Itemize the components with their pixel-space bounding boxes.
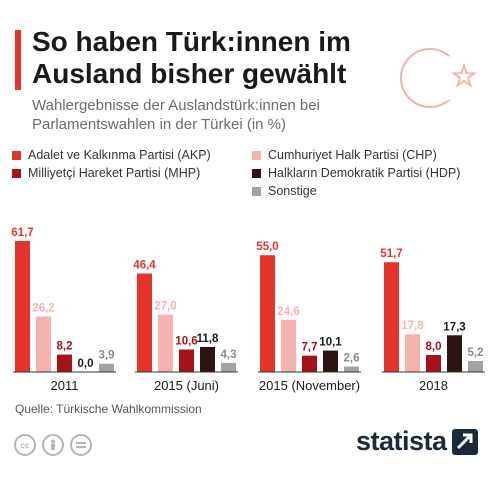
noderivs-icon[interactable]	[70, 434, 92, 456]
bar-akp	[384, 262, 399, 372]
bar-mhp	[302, 355, 317, 372]
bar-hdp	[323, 350, 338, 372]
bar-chp	[281, 319, 296, 372]
chart-legend: Adalet ve Kalkınma Partisi (AKP) Cumhuriy…	[12, 148, 492, 208]
data-label-akp: 46,4	[133, 259, 156, 271]
category-label: 2015 (November)	[259, 378, 360, 393]
chart-subtitle: Wahlergebnisse der Auslandstürk:innen be…	[32, 97, 320, 133]
chart-title: So haben Türk:innen im Ausland bisher ge…	[32, 26, 351, 89]
bar-hdp	[447, 335, 462, 372]
brand-name: statista	[356, 426, 447, 456]
bar-sonstige	[221, 362, 236, 372]
bar-akp	[137, 273, 152, 372]
legend-item-akp: Adalet ve Kalkınma Partisi (AKP)	[12, 148, 211, 162]
data-label-akp: 55,0	[256, 241, 278, 253]
bar-mhp	[426, 355, 441, 372]
data-label-akp: 51,7	[380, 248, 402, 260]
statista-arrow-icon	[451, 428, 478, 455]
data-label-hdp: 0,0	[78, 358, 94, 370]
data-label-sonstige: 3,9	[99, 350, 115, 362]
data-label-mhp: 7,7	[302, 342, 318, 354]
legend-swatch	[252, 168, 261, 178]
bar-mhp	[57, 354, 72, 372]
source-note: Quelle: Türkische Wahlkommission	[15, 402, 202, 416]
legend-swatch	[252, 186, 261, 196]
category-label: 2018	[419, 378, 448, 393]
legend-item-mhp: Milliyetçi Hareket Partisi (MHP)	[12, 166, 200, 180]
data-label-mhp: 8,2	[57, 341, 73, 353]
legend-label: Milliyetçi Hareket Partisi (MHP)	[28, 166, 201, 180]
legend-item-sonstige: Sonstige	[252, 184, 317, 198]
bar-hdp	[200, 346, 215, 372]
bar-sonstige	[468, 360, 483, 372]
data-label-hdp: 11,8	[197, 333, 219, 345]
legend-label: Adalet ve Kalkınma Partisi (AKP)	[28, 148, 211, 162]
category-label: 2015 (Juni)	[154, 378, 219, 393]
data-label-mhp: 8,0	[426, 341, 442, 353]
data-label-chp: 17,8	[401, 320, 424, 332]
license-icons: cc	[14, 434, 98, 456]
data-label-chp: 27,0	[154, 301, 176, 313]
attribution-icon[interactable]	[42, 434, 64, 456]
data-label-sonstige: 2,6	[344, 352, 360, 364]
bar-sonstige	[99, 363, 114, 372]
data-label-hdp: 17,3	[443, 321, 465, 333]
data-label-chp: 24,6	[277, 306, 299, 318]
bar-sonstige	[344, 366, 359, 372]
bar-akp	[15, 241, 30, 372]
legend-swatch	[12, 168, 21, 178]
data-label-mhp: 10,6	[175, 335, 197, 347]
data-label-hdp: 10,1	[319, 337, 342, 349]
bar-chp	[405, 334, 420, 372]
bar-chart: 61,7 26,2 8,2 0,0 3,9 2011 46,4 27,0 10,611,84,3…	[11, 227, 485, 393]
legend-label: Cumhuriyet Halk Partisi (CHP)	[268, 148, 437, 162]
data-label-sonstige: 5,2	[468, 347, 484, 359]
legend-swatch	[12, 150, 21, 160]
bar-akp	[260, 255, 275, 372]
data-label-akp: 61,7	[11, 227, 33, 239]
legend-swatch	[252, 150, 261, 160]
bar-mhp	[179, 349, 194, 372]
title-accent-bar	[15, 30, 21, 90]
data-label-sonstige: 4,3	[221, 349, 237, 361]
category-label: 2011	[51, 378, 79, 393]
statista-logo[interactable]: statista	[356, 426, 478, 457]
bar-chp	[36, 316, 51, 372]
crescent-star-icon	[400, 48, 477, 108]
cc-icon[interactable]: cc	[14, 434, 36, 456]
legend-label: Sonstige	[268, 184, 317, 198]
data-label-chp: 26,2	[32, 302, 54, 314]
legend-item-hdp: Halkların Demokratik Partisi (HDP)	[252, 166, 460, 180]
legend-label: Halkların Demokratik Partisi (HDP)	[268, 166, 461, 180]
bar-chp	[158, 314, 173, 372]
legend-item-chp: Cumhuriyet Halk Partisi (CHP)	[252, 148, 437, 162]
